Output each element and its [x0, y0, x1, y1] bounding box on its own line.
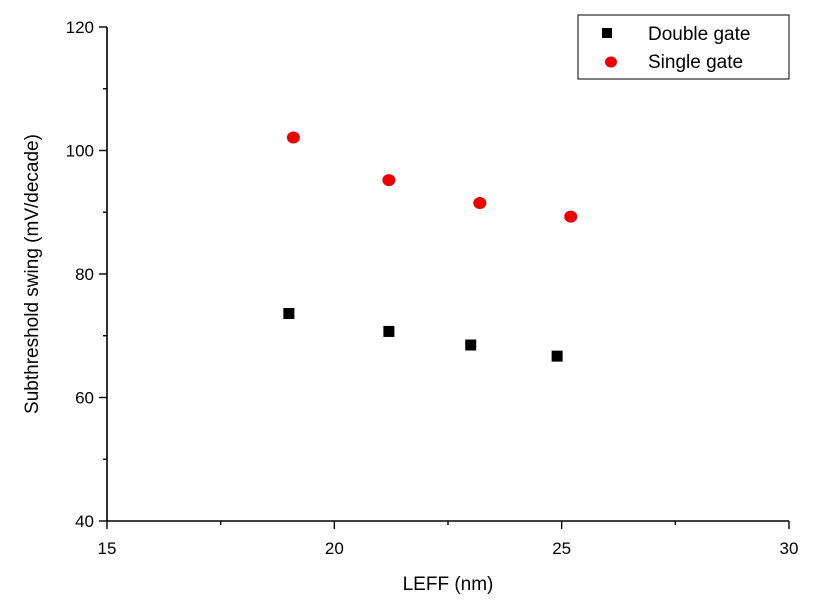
- x-tick-label: 30: [780, 539, 799, 558]
- data-point-single-gate: [382, 174, 396, 187]
- y-axis-title: Subthreshold swing (mV/decade): [22, 134, 43, 414]
- y-tick-label: 120: [66, 18, 94, 37]
- series-layer: [283, 131, 578, 362]
- y-tick-label: 40: [75, 512, 94, 531]
- x-axis-title: LEFF (nm): [403, 574, 494, 595]
- data-point-single-gate: [564, 210, 578, 223]
- legend-marker-single-gate: [605, 56, 617, 68]
- legend: Double gate Single gate: [577, 14, 790, 80]
- legend-box: [577, 14, 790, 80]
- legend-marker-double-gate: [602, 28, 612, 38]
- x-tick-label: 25: [552, 539, 571, 558]
- data-point-double-gate: [465, 339, 477, 351]
- legend-label-double-gate: Double gate: [648, 24, 750, 45]
- y-tick-label: 80: [75, 265, 94, 284]
- data-point-double-gate: [383, 325, 395, 337]
- data-point-single-gate: [286, 131, 300, 144]
- y-tick-label: 100: [66, 142, 94, 161]
- data-point-double-gate: [551, 350, 563, 362]
- data-point-double-gate: [283, 308, 295, 320]
- x-tick-label: 20: [325, 539, 344, 558]
- x-axis: 15 20 25 30: [98, 520, 799, 558]
- y-axis: 40 60 80 100 120: [66, 18, 108, 531]
- x-tick-label: 15: [98, 539, 117, 558]
- y-tick-label: 60: [75, 389, 94, 408]
- legend-label-single-gate: Single gate: [648, 52, 743, 73]
- data-point-single-gate: [473, 196, 487, 209]
